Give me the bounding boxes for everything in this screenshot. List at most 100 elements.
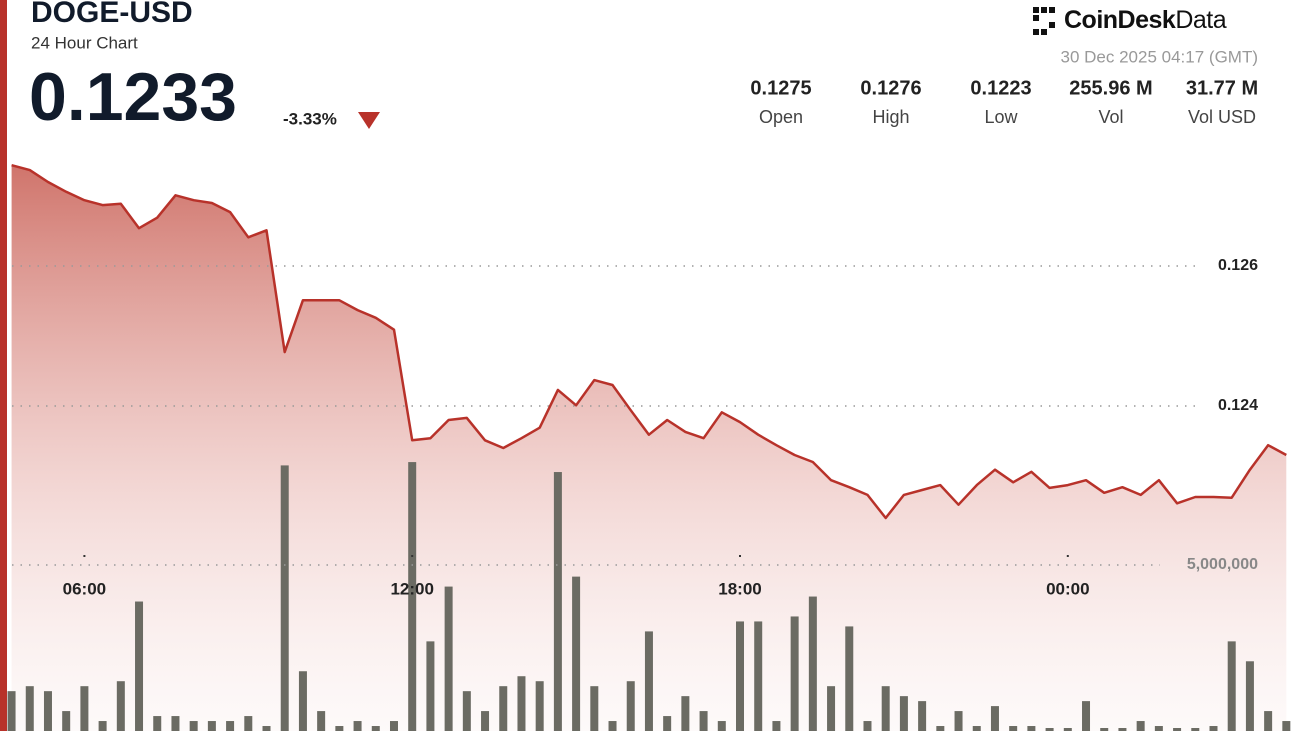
y-tick-label: 0.124 [1218, 397, 1258, 414]
stat-label: Open [759, 107, 803, 127]
volume-bar [1045, 728, 1054, 731]
volume-bar [644, 631, 653, 731]
timestamp: 30 Dec 2025 04:17 (GMT) [1061, 47, 1258, 66]
volume-bar [25, 686, 34, 731]
volume-bar [790, 616, 799, 731]
volume-bar [827, 686, 836, 731]
volume-bar [244, 716, 253, 731]
volume-bar [389, 721, 398, 731]
stat-label: Low [984, 107, 1018, 127]
volume-bar [863, 721, 872, 731]
volume-bar [1191, 728, 1200, 731]
chart-subtitle: 24 Hour Chart [31, 33, 138, 52]
stat-label: Vol USD [1188, 107, 1256, 127]
volume-bar [899, 696, 908, 731]
volume-bar [572, 576, 581, 731]
plot-area: 0.124 0.126 5,000,000 06:00 12:00 18:00 00:00 [7, 163, 1291, 731]
stat-value: 31.77 M [1186, 77, 1258, 99]
volume-bar [135, 601, 144, 731]
volume-bar [444, 586, 453, 731]
volume-bar [990, 706, 999, 731]
volume-bar [972, 726, 981, 731]
volume-bar [535, 681, 544, 731]
stat-value: 255.96 M [1069, 77, 1152, 99]
y-tick-label: 0.126 [1218, 257, 1258, 274]
volume-bar [1100, 728, 1109, 731]
stat-label: High [872, 107, 909, 127]
stat-value: 0.1223 [970, 77, 1031, 99]
volume-bar [1082, 701, 1091, 731]
volume-bar [353, 721, 362, 731]
volume-bar [517, 676, 526, 731]
volume-bar [553, 472, 562, 731]
stat-label: Vol [1098, 107, 1123, 127]
ticker-title: DOGE-USD [31, 0, 193, 29]
volume-bar [462, 691, 471, 731]
volume-bar [1227, 641, 1236, 731]
volume-bar [371, 726, 380, 731]
volume-bar [1154, 726, 1163, 731]
volume-bar [317, 711, 326, 731]
down-arrow [358, 112, 380, 129]
volume-bar [80, 686, 89, 731]
volume-bar [98, 721, 107, 731]
volume-bar [43, 691, 52, 731]
volume-bar [736, 621, 745, 731]
volume-bar [171, 716, 180, 731]
volume-bar [1209, 726, 1218, 731]
brand-suffix: Data [1175, 6, 1226, 34]
volume-bar [626, 681, 635, 731]
volume-bar [153, 716, 162, 731]
volume-bar [262, 726, 271, 731]
volume-bar [426, 641, 435, 731]
brand-name: CoinDesk [1064, 6, 1176, 34]
volume-bar [1063, 728, 1072, 731]
stat-value: 0.1276 [860, 77, 921, 99]
volume-bar [717, 721, 726, 731]
volume-bar [936, 726, 945, 731]
volume-bar [1173, 728, 1182, 731]
volume-bar [590, 686, 599, 731]
volume-bar [1282, 721, 1291, 731]
volume-bar [1264, 711, 1273, 731]
volume-bar [226, 721, 235, 731]
y2-tick-label: 5,000,000 [1187, 556, 1258, 573]
volume-bar [481, 711, 490, 731]
volume-bar [918, 701, 927, 731]
accent-bar [0, 0, 7, 731]
volume-bar [1009, 726, 1018, 731]
stats: 0.1275 Open 0.1276 High 0.1223 Low 255.96 M Vol… [750, 77, 1258, 126]
volume-bar [808, 596, 817, 731]
x-tick-label: 00:00 [1046, 579, 1089, 598]
x-tick-label: 12:00 [390, 579, 433, 598]
volume-bar [754, 621, 763, 731]
volume-bar [7, 691, 16, 731]
volume-bar [298, 671, 307, 731]
stat-value: 0.1275 [750, 77, 811, 99]
price-change: -3.33% [283, 109, 337, 128]
x-tick-label: 18:00 [718, 579, 761, 598]
volume-bar [189, 721, 198, 731]
volume-bar [1136, 721, 1145, 731]
brand-logo: CoinDeskData [1033, 6, 1227, 35]
svg-text:CoinDeskData: CoinDeskData [1064, 6, 1227, 34]
volume-bar [954, 711, 963, 731]
price-line [11, 163, 1287, 520]
volume-bar [881, 686, 890, 731]
x-tick-label: 06:00 [63, 579, 106, 598]
volume-bar [608, 721, 617, 731]
current-price: 0.1233 [29, 59, 237, 135]
volume-bar [280, 465, 289, 731]
volume-bar [499, 686, 508, 731]
volume-bar [663, 716, 672, 731]
volume-bar [62, 711, 71, 731]
volume-bar [335, 726, 344, 731]
volume-bar [207, 721, 216, 731]
volume-bar [1245, 661, 1254, 731]
volume-bar [772, 721, 781, 731]
volume-bar [845, 626, 854, 731]
volume-bar [1118, 728, 1127, 731]
volume-bar [408, 462, 417, 731]
volume-bar [116, 681, 125, 731]
